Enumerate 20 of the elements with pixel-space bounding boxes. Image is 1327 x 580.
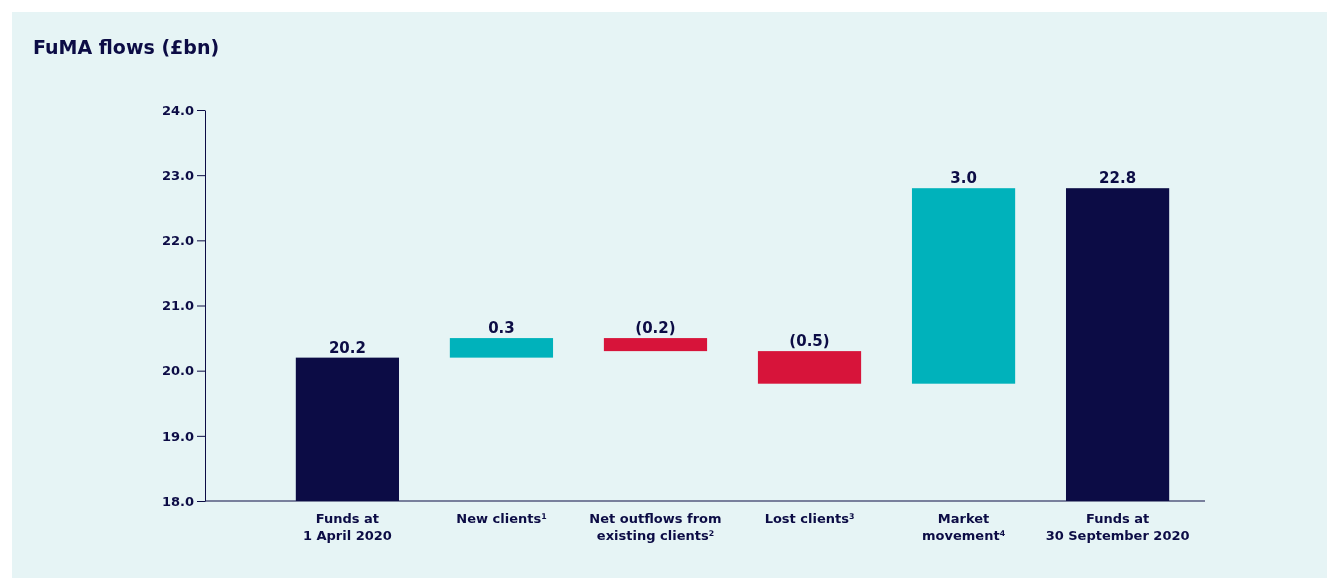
y-tick-label: 20.0 — [161, 363, 194, 379]
data-label: 0.3 — [488, 319, 515, 338]
y-tick-label: 19.0 — [161, 428, 194, 444]
data-label: 22.8 — [1099, 169, 1137, 188]
x-tick-label: Lost clients$^{3}$ — [764, 511, 855, 526]
data-label: 20.2 — [328, 338, 366, 357]
chart-title: FuMA flows (£bn) — [33, 36, 220, 58]
y-tick-label: 21.0 — [161, 298, 194, 314]
x-tick-label: Net outflows from existing clients$^{2}$ — [589, 511, 722, 543]
x-tick-label: Funds at 1 April 2020 — [302, 511, 392, 543]
data-label: (0.2) — [635, 319, 676, 338]
x-tick-label: New clients$^{1}$ — [456, 511, 547, 526]
y-tick-label: 22.0 — [161, 232, 194, 248]
data-label: (0.5) — [789, 332, 830, 351]
y-tick-label: 24.0 — [161, 102, 194, 118]
x-tick-label: Market movement$^{4}$ — [922, 511, 1006, 543]
data-label: 3.0 — [950, 169, 977, 188]
y-tick-label: 18.0 — [161, 493, 194, 509]
y-tick-label: 23.0 — [161, 167, 194, 183]
x-tick-label: Funds at 30 September 2020 — [1045, 511, 1190, 543]
